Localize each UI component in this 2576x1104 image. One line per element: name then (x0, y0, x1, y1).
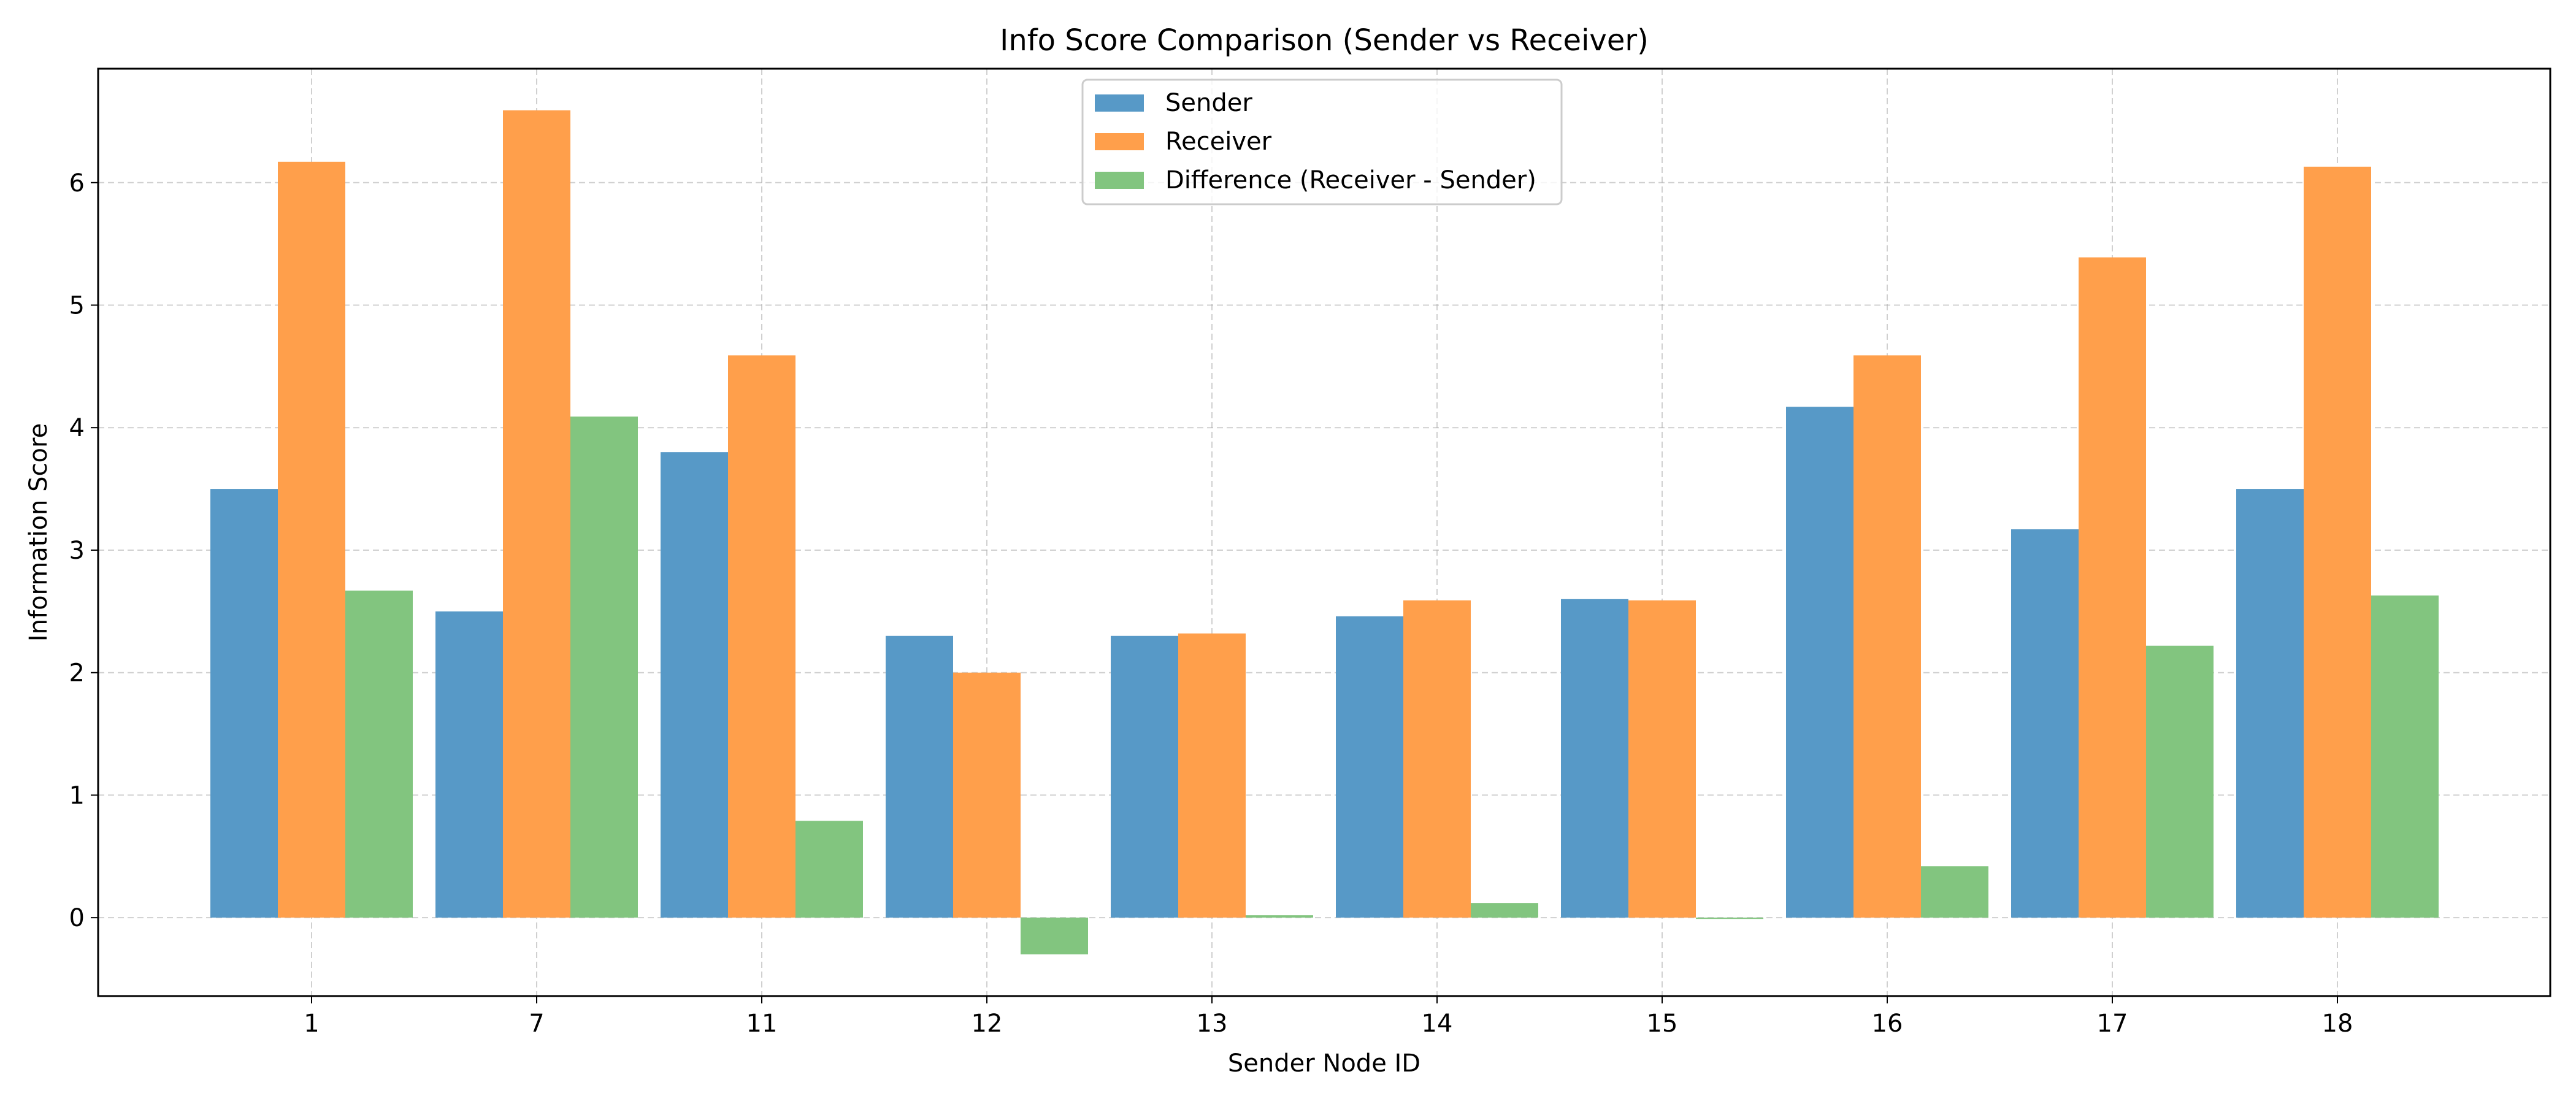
bar-difference-12 (1021, 918, 1088, 955)
bar-receiver-7 (503, 110, 570, 918)
bar-receiver-11 (728, 355, 795, 918)
x-axis-label: Sender Node ID (1228, 1049, 1420, 1078)
bar-difference-14 (1471, 903, 1538, 918)
x-tick-label: 16 (1872, 1010, 1903, 1038)
bar-difference-16 (1921, 866, 1988, 918)
bars-layer (210, 110, 2439, 955)
bar-receiver-14 (1403, 600, 1471, 918)
x-tick-label: 11 (746, 1010, 778, 1038)
chart-title: Info Score Comparison (Sender vs Receive… (1000, 23, 1649, 58)
bar-difference-15 (1696, 918, 1763, 919)
bar-sender-11 (661, 452, 728, 918)
y-tick-label: 6 (69, 169, 85, 197)
x-tick-label: 13 (1197, 1010, 1228, 1038)
x-tick-label: 12 (972, 1010, 1003, 1038)
legend-swatch-difference (1095, 172, 1144, 189)
bar-sender-12 (886, 635, 953, 918)
y-tick-label: 2 (69, 659, 85, 688)
bar-sender-13 (1111, 635, 1178, 918)
bar-sender-7 (435, 611, 503, 918)
bar-difference-18 (2371, 595, 2439, 918)
legend: Sender Receiver Difference (Receiver - S… (1081, 79, 1563, 205)
x-tick-label: 14 (1422, 1010, 1453, 1038)
bar-sender-1 (210, 489, 278, 918)
y-tick-label: 0 (69, 904, 85, 932)
bar-receiver-16 (1853, 355, 1921, 918)
legend-label-difference: Difference (Receiver - Sender) (1165, 166, 1536, 194)
x-tick-label: 7 (529, 1010, 544, 1038)
y-tick-label: 1 (69, 781, 85, 810)
legend-box (1081, 79, 1563, 205)
y-axis-label: Information Score (25, 423, 53, 642)
bar-difference-1 (345, 590, 413, 918)
bar-receiver-13 (1178, 633, 1246, 918)
x-tick-label: 15 (1647, 1010, 1678, 1038)
bar-receiver-18 (2304, 166, 2371, 918)
bar-sender-14 (1336, 616, 1403, 918)
legend-label-receiver: Receiver (1165, 128, 1272, 156)
bar-receiver-15 (1628, 600, 1696, 918)
y-tick-label: 3 (69, 537, 85, 565)
bar-difference-7 (570, 416, 638, 918)
y-tick-label: 4 (69, 414, 85, 442)
x-tick-label: 1 (304, 1010, 319, 1038)
bar-sender-18 (2236, 489, 2304, 918)
y-tick-label: 5 (69, 291, 85, 320)
bar-receiver-17 (2079, 257, 2146, 918)
bar-sender-17 (2011, 529, 2079, 918)
bar-sender-15 (1561, 599, 1628, 918)
plot-frame (97, 67, 2551, 997)
bar-difference-11 (795, 821, 863, 918)
x-tick-label: 17 (2097, 1010, 2128, 1038)
bar-difference-13 (1246, 915, 1313, 918)
legend-swatch-receiver (1095, 133, 1144, 150)
legend-swatch-sender (1095, 94, 1144, 112)
bar-difference-17 (2146, 645, 2214, 918)
legend-label-sender: Sender (1165, 89, 1252, 117)
bar-sender-16 (1786, 407, 1853, 918)
x-tick-label: 18 (2322, 1010, 2353, 1038)
bar-receiver-12 (953, 672, 1021, 918)
bar-receiver-1 (278, 161, 345, 918)
